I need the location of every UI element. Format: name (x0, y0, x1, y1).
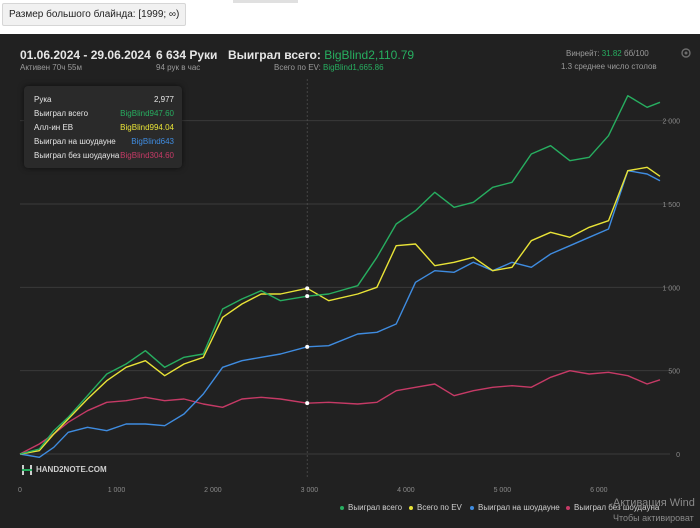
series-line (19, 166, 661, 455)
legend-item[interactable]: Выиграл без шоудауна (566, 503, 659, 515)
series-line (19, 95, 661, 455)
hover-point (305, 294, 310, 299)
active-time: Активен 70ч 55м (20, 63, 82, 72)
series-line (19, 169, 661, 458)
top-tab[interactable] (233, 0, 298, 3)
legend-item[interactable]: Всего по EV (409, 503, 462, 515)
legend-dot (409, 505, 413, 510)
tooltip-row: Выиграл всего BigBlind947.60 (34, 109, 174, 121)
tooltip-hand-value: 2,977 (153, 95, 174, 104)
legend-label: Всего по EV (417, 503, 462, 512)
hand2note-logo-icon (22, 465, 32, 475)
legend-label: Выиграл на шоудауне (478, 503, 560, 512)
y-tick-label: 500 (668, 369, 680, 376)
tooltip-hand-label: Рука (34, 95, 52, 104)
winrate-value: 31.82 (601, 49, 622, 58)
x-tick-label: 4 000 (397, 487, 415, 494)
winrate-unit: бб/100 (623, 49, 649, 58)
hands-per-hour: 94 рук в час (156, 63, 201, 72)
won-total: Выиграл всего: BigBlind2,110.79 (228, 48, 414, 62)
hover-tooltip: Рука 2,977 Выиграл всего BigBlind947.60 … (24, 86, 182, 168)
y-tick-label: 0 (676, 452, 680, 459)
x-tick-label: 5 000 (494, 487, 512, 494)
tooltip-row: Выиграл без шоудауна BigBlind304.60 (34, 151, 174, 163)
tooltip-value: BigBlind994.04 (120, 123, 174, 132)
hover-point (305, 344, 310, 349)
hand2note-logo: HAND2NOTE.COM (22, 465, 107, 479)
won-ev-value: BigBlind1,665.86 (323, 63, 384, 72)
tooltip-hand-row: Рука 2,977 (34, 95, 174, 107)
tooltip-value: BigBlind304.60 (120, 151, 174, 160)
series-line (19, 370, 661, 455)
tooltip-row: Алл-ин EB BigBlind994.04 (34, 123, 174, 135)
tooltip-label: Выиграл на шоудауне (34, 137, 116, 146)
y-tick-label: 1 500 (662, 202, 680, 209)
legend-label: Выиграл всего (348, 503, 403, 512)
legend-dot (340, 505, 344, 510)
bigblind-filter-chip[interactable]: Размер большого блайнда: [1999; ∞) (2, 3, 187, 26)
gear-icon[interactable] (680, 47, 692, 59)
hover-point (305, 286, 310, 291)
won-ev: Всего по EV: BigBlind1,665.86 (274, 63, 384, 72)
winrate-label: Винрейт: (566, 49, 600, 58)
x-tick-label: 2 000 (204, 487, 222, 494)
date-range[interactable]: 01.06.2024 - 29.06.2024 (20, 48, 151, 62)
avg-tables: 1.3 среднее число столов (561, 62, 657, 71)
filter-bar: Размер большого блайнда: [1999; ∞) (0, 0, 700, 28)
winrate: Винрейт: 31.82 бб/100 (566, 49, 649, 58)
tooltip-row: Выиграл на шоудауне BigBlind643 (34, 137, 174, 149)
tooltip-value: BigBlind947.60 (120, 109, 174, 118)
legend-label: Выиграл без шоудауна (574, 503, 660, 512)
legend-dot (566, 505, 570, 510)
tooltip-label: Выиграл всего (34, 109, 89, 118)
x-tick-label: 3 000 (301, 487, 319, 494)
tooltip-label: Выиграл без шоудауна (34, 151, 120, 160)
hands-count: 6 634 Руки (156, 48, 218, 62)
won-total-label: Выиграл всего: (228, 48, 321, 62)
legend-item[interactable]: Выиграл всего (340, 503, 402, 515)
activation-watermark-line2: Чтобы активироват (613, 513, 694, 523)
won-ev-label: Всего по EV: (274, 63, 321, 72)
x-tick-label: 0 (18, 487, 22, 494)
legend-item[interactable]: Выиграл на шоудауне (470, 503, 560, 515)
results-chart[interactable]: 0 500 1 000 1 500 2 000 0 1 000 2 000 3 000 4 000… (0, 34, 700, 504)
y-tick-label: 2 000 (662, 119, 680, 126)
logo-text: HAND2NOTE.COM (36, 465, 107, 475)
y-tick-label: 1 000 (662, 285, 680, 292)
tooltip-label: Алл-ин EB (34, 123, 74, 132)
x-tick-label: 6 000 (590, 487, 608, 494)
activation-watermark-line1: Активация Wind (613, 497, 695, 509)
won-total-value: BigBlind2,110.79 (324, 48, 415, 62)
tooltip-value: BigBlind643 (131, 137, 174, 146)
legend-dot (470, 505, 474, 510)
x-tick-label: 1 000 (108, 487, 126, 494)
hover-point (305, 401, 310, 406)
